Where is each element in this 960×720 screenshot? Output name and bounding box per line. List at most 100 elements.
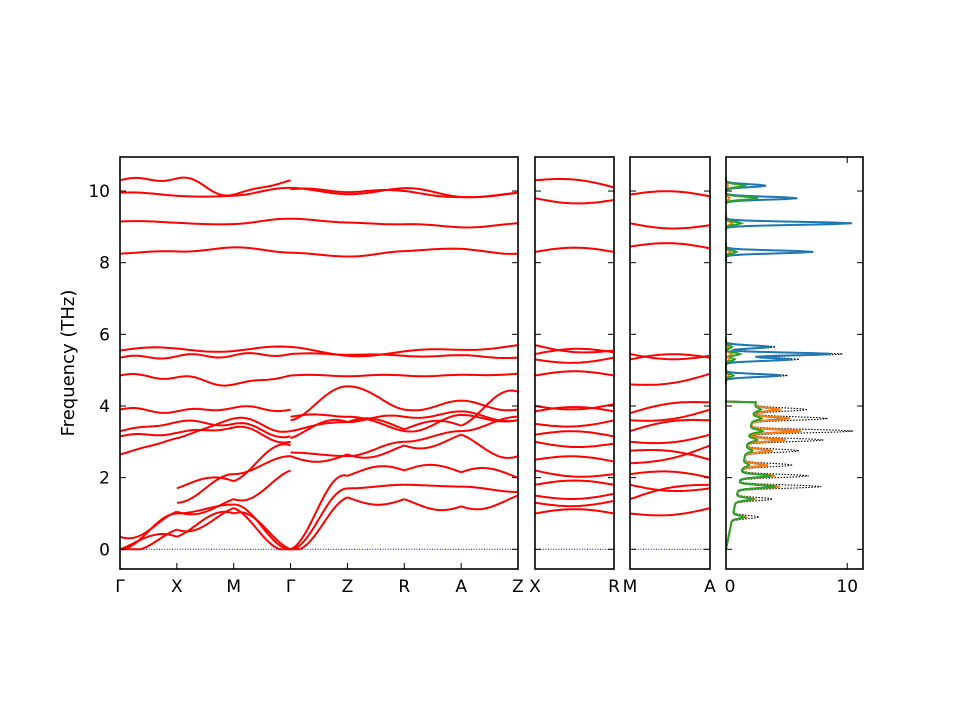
band-lines [629,190,711,517]
band-branch-6 [534,440,615,448]
acoustic-branch-5-3 [403,433,462,450]
acoustic-branch-6-3 [460,433,519,459]
band-branch-12 [534,356,615,364]
band-branch-4 [534,469,615,478]
optical-branch-2 [119,373,291,387]
optical-branch-13 [119,419,291,439]
dos-projected-curve-1 [725,338,831,384]
x-tick-label: Γ [286,577,296,597]
band-branch-0 [534,499,615,508]
y-tick-label: 10 [88,182,110,202]
acoustic-branch-1-4 [176,473,234,504]
band-branch-9 [534,406,615,413]
dos-projected-curve-3 [725,400,776,550]
x-tick-label: X [529,577,541,597]
acoustic-branch-2-1 [233,503,291,551]
band-branch-17 [534,178,615,189]
band-branch-15 [629,190,711,198]
band-branch-3 [534,479,615,486]
acoustic-branch-6-5 [460,389,519,427]
band-branch-1 [534,508,615,515]
acoustic-branch-2-3 [233,469,291,502]
band-branch-4 [629,444,711,465]
x-tick-label: X [171,577,183,597]
band-branch-13 [534,347,615,355]
acoustic-branch-1-3 [176,498,235,516]
optical-branch-16 [290,413,519,433]
panel-frame [725,156,864,570]
optical-branch-11 [290,187,519,199]
acoustic-branch-5-0 [403,498,462,512]
acoustic-branch-6-4 [461,415,519,433]
band-branch-8 [629,408,711,422]
x-tick-label: M [623,577,638,597]
band-branch-5 [629,449,711,461]
acoustic-branch-2-2 [233,511,291,551]
dos-projected-curve-3 [725,338,743,384]
acoustic-branch-5-4 [404,430,462,443]
band-branch-11 [534,370,615,377]
acoustic-branch-6-0 [460,494,519,511]
acoustic-branch-1-2 [176,510,235,538]
acoustic-branch-2-5 [233,443,291,483]
acoustic-branch-1-5 [176,476,235,490]
optical-branch-8 [119,217,519,229]
y-tick-label: 8 [99,254,110,274]
acoustic-branch-2-0 [233,507,291,551]
dos-projected-curve-1 [725,215,853,231]
acoustic-branch-3-0 [290,496,348,551]
optical-branch-5 [290,372,519,378]
optical-branch-0 [119,344,519,358]
optical-branch-12 [119,425,291,444]
band-lines [119,176,519,551]
y-tick-label: 2 [99,469,110,489]
band-branch-13 [629,242,711,250]
acoustic-branch-5-1 [404,483,462,488]
optical-branch-7 [119,246,519,258]
acoustic-branch-3-2 [290,474,348,551]
panel-frame [119,156,519,570]
y-tick-label: 0 [99,540,110,560]
acoustic-branch-0-3 [119,510,178,540]
acoustic-branch-4-3 [347,444,405,459]
band-branch-1 [629,483,711,501]
x-tick-label: 0 [725,577,736,597]
acoustic-branch-4-0 [347,496,405,506]
y-axis-label: Frequency (THz) [58,290,79,437]
optical-branch-4 [290,385,519,422]
band-branch-2 [534,492,615,500]
x-tick-label: A [455,577,467,597]
optical-branch-1 [119,352,291,360]
acoustic-branch-4-4 [347,440,405,458]
dos-total-curve [725,400,854,550]
band-branch-10 [629,372,711,386]
acoustic-branch-3-1 [290,487,348,551]
y-tick-label: 6 [99,325,110,345]
band-branch-15 [534,246,615,253]
acoustic-branch-2-4 [233,455,291,476]
optical-branch-10 [119,176,291,197]
y-tick-label: 4 [99,397,110,417]
acoustic-branch-3-3 [290,453,348,463]
x-tick-label: Z [512,577,524,597]
panel-frame [534,156,615,570]
band-branch-5 [534,455,615,463]
band-lines [534,178,615,515]
x-tick-label: R [398,577,410,597]
acoustic-branch-5-5 [403,419,462,431]
panel-frame [629,156,711,570]
x-tick-label: A [704,577,716,597]
dos-panel: 0 10 [725,156,864,597]
x-tick-label: R [608,577,620,597]
band-branch-8 [534,419,615,428]
band-branch-3 [629,470,711,479]
optical-branch-6 [290,352,519,359]
band-branch-0 [629,507,711,517]
acoustic-branch-4-1 [347,483,405,490]
acoustic-branch-1-1 [176,503,234,515]
dos-projected-curve-1 [725,242,814,261]
x-tick-label: Z [342,577,354,597]
band-branch-16 [534,197,615,205]
acoustic-branch-5-2 [403,463,462,474]
acoustic-branch-6-1 [461,485,518,493]
